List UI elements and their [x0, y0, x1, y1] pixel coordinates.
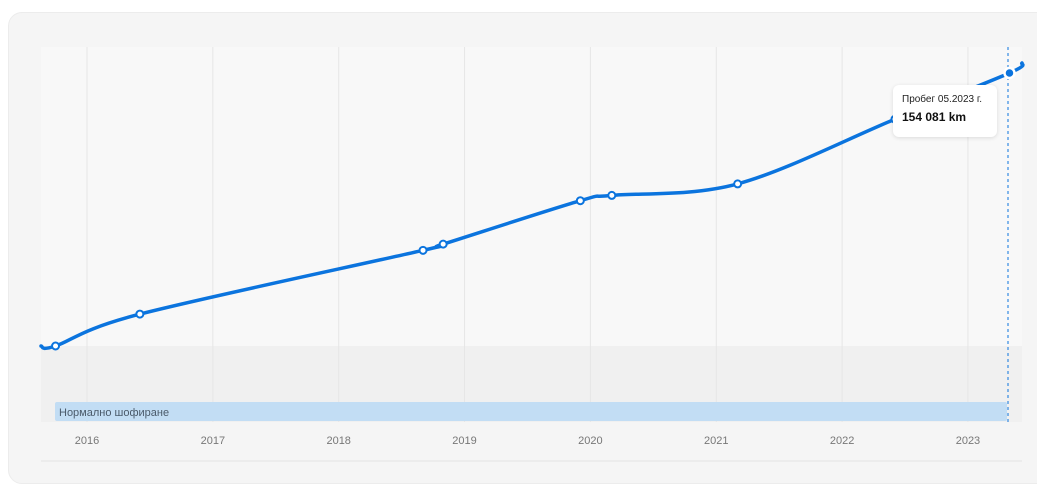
- x-tick-label: 2016: [75, 435, 99, 447]
- x-tick-label: 2017: [201, 435, 225, 447]
- tooltip-value: 154 081 km: [902, 110, 967, 124]
- x-tick-label: 2023: [956, 435, 980, 447]
- mileage-tooltip: Пробег 05.2023 г. 154 081 km: [893, 85, 997, 137]
- x-tick-label: 2019: [452, 435, 476, 447]
- data-point[interactable]: [575, 196, 585, 206]
- data-point[interactable]: [733, 179, 743, 189]
- data-point[interactable]: [418, 245, 428, 255]
- normal-driving-label: Нормално шофиране: [59, 407, 169, 419]
- tooltip-label: Пробег 05.2023 г.: [902, 94, 983, 105]
- data-point[interactable]: [51, 341, 61, 351]
- x-tick-label: 2018: [326, 435, 350, 447]
- x-tick-label: 2020: [578, 435, 602, 447]
- data-point[interactable]: [607, 190, 617, 200]
- selected-data-point[interactable]: [1003, 66, 1016, 80]
- data-point[interactable]: [135, 309, 145, 319]
- x-tick-label: 2021: [704, 435, 728, 447]
- x-tick-label: 2022: [830, 435, 854, 447]
- normal-driving-band: [55, 402, 1007, 421]
- mileage-chart: Нормално шофиране 2016 2017 2018 2019 2020 20…: [39, 47, 1025, 462]
- data-point[interactable]: [438, 239, 448, 249]
